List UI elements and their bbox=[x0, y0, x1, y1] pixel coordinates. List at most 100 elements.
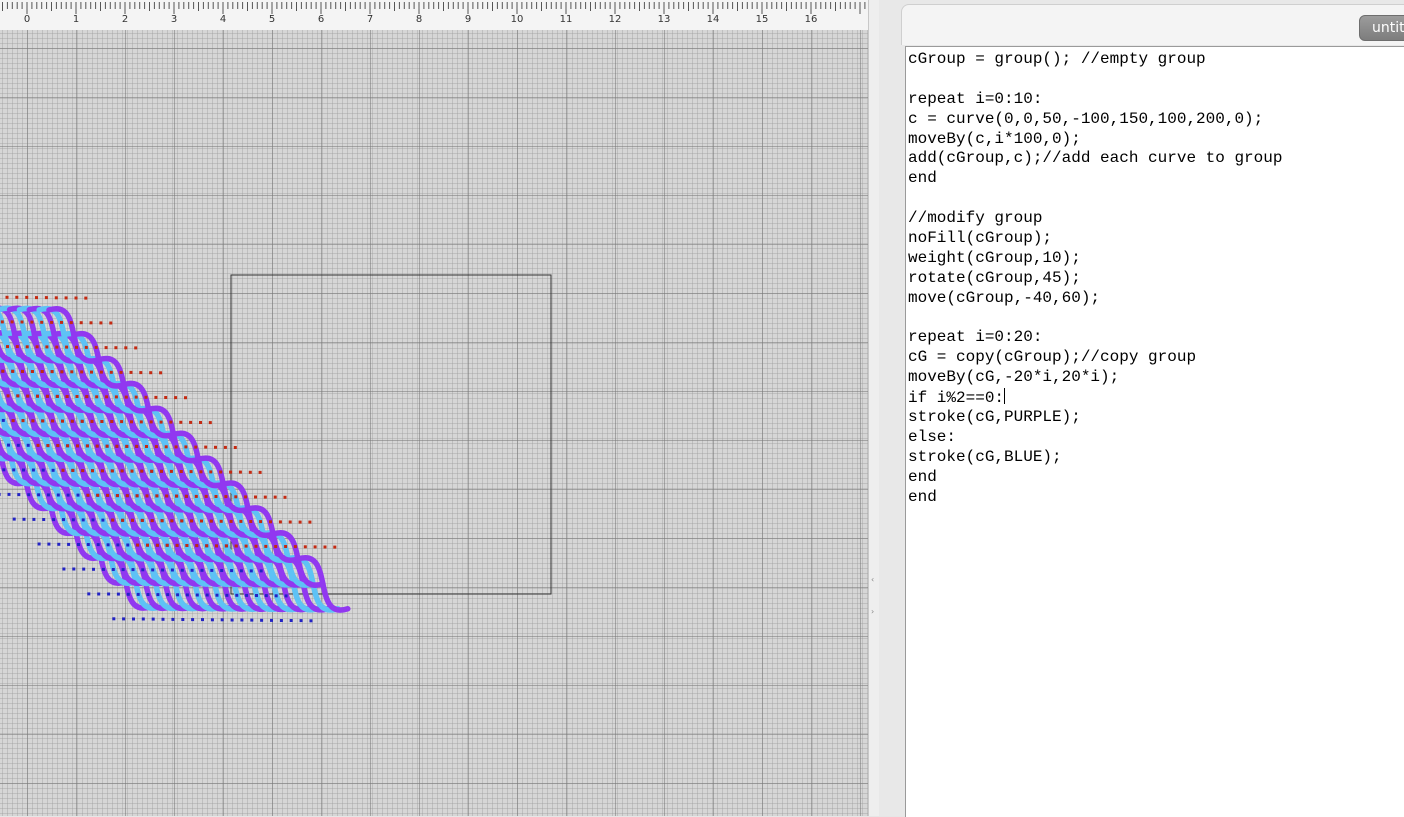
control-point[interactable] bbox=[36, 345, 39, 348]
control-point[interactable] bbox=[156, 593, 159, 596]
control-point[interactable] bbox=[304, 545, 307, 548]
control-point[interactable] bbox=[206, 594, 209, 597]
control-point[interactable] bbox=[65, 296, 68, 299]
code-line[interactable]: moveBy(cG,-20*i,20*i); bbox=[908, 368, 1404, 388]
control-point[interactable] bbox=[136, 544, 139, 547]
control-point[interactable] bbox=[62, 469, 65, 472]
control-point[interactable] bbox=[55, 346, 58, 349]
control-point[interactable] bbox=[209, 421, 212, 424]
control-point[interactable] bbox=[32, 469, 35, 472]
control-point[interactable] bbox=[71, 469, 74, 472]
control-point[interactable] bbox=[47, 543, 50, 546]
control-point[interactable] bbox=[150, 470, 153, 473]
control-point[interactable] bbox=[75, 346, 78, 349]
control-point[interactable] bbox=[161, 519, 164, 522]
control-point[interactable] bbox=[280, 619, 283, 622]
control-point[interactable] bbox=[116, 494, 119, 497]
control-point[interactable] bbox=[80, 321, 83, 324]
code-line[interactable]: end bbox=[908, 468, 1404, 488]
control-point[interactable] bbox=[56, 444, 59, 447]
code-line[interactable]: moveBy(c,i*100,0); bbox=[908, 130, 1404, 150]
control-point[interactable] bbox=[229, 471, 232, 474]
control-point[interactable] bbox=[180, 519, 183, 522]
control-point[interactable] bbox=[82, 518, 85, 521]
control-point[interactable] bbox=[279, 520, 282, 523]
control-point[interactable] bbox=[285, 594, 288, 597]
control-point[interactable] bbox=[120, 420, 123, 423]
code-line[interactable]: weight(cGroup,10); bbox=[908, 249, 1404, 269]
control-point[interactable] bbox=[50, 321, 53, 324]
control-point[interactable] bbox=[36, 395, 39, 398]
control-point[interactable] bbox=[260, 569, 263, 572]
control-point[interactable] bbox=[211, 618, 214, 621]
control-point[interactable] bbox=[2, 419, 5, 422]
control-point[interactable] bbox=[284, 545, 287, 548]
control-point[interactable] bbox=[130, 420, 133, 423]
control-point[interactable] bbox=[230, 520, 233, 523]
control-point[interactable] bbox=[181, 569, 184, 572]
control-point[interactable] bbox=[51, 370, 54, 373]
control-point[interactable] bbox=[56, 395, 59, 398]
control-point[interactable] bbox=[121, 469, 124, 472]
control-point[interactable] bbox=[170, 519, 173, 522]
control-point[interactable] bbox=[191, 569, 194, 572]
code-line[interactable]: end bbox=[908, 169, 1404, 189]
control-point[interactable] bbox=[57, 543, 60, 546]
control-point[interactable] bbox=[245, 545, 248, 548]
control-point[interactable] bbox=[184, 445, 187, 448]
code-line[interactable]: repeat i=0:10: bbox=[908, 90, 1404, 110]
drawing-canvas[interactable] bbox=[0, 30, 868, 816]
control-point[interactable] bbox=[147, 593, 150, 596]
control-point[interactable] bbox=[72, 518, 75, 521]
control-point[interactable] bbox=[87, 543, 90, 546]
control-point[interactable] bbox=[2, 468, 5, 471]
control-point[interactable] bbox=[169, 421, 172, 424]
control-point[interactable] bbox=[244, 495, 247, 498]
control-point[interactable] bbox=[131, 519, 134, 522]
control-point[interactable] bbox=[31, 370, 34, 373]
control-point[interactable] bbox=[186, 593, 189, 596]
control-point[interactable] bbox=[150, 420, 153, 423]
control-point[interactable] bbox=[176, 593, 179, 596]
control-point[interactable] bbox=[220, 569, 223, 572]
control-point[interactable] bbox=[67, 543, 70, 546]
control-point[interactable] bbox=[107, 593, 110, 596]
control-point[interactable] bbox=[264, 496, 267, 499]
control-point[interactable] bbox=[22, 469, 25, 472]
control-point[interactable] bbox=[137, 593, 140, 596]
control-point[interactable] bbox=[146, 494, 149, 497]
control-point[interactable] bbox=[215, 495, 218, 498]
control-point[interactable] bbox=[255, 594, 258, 597]
code-line[interactable]: rotate(cGroup,45); bbox=[908, 269, 1404, 289]
control-point[interactable] bbox=[239, 471, 242, 474]
control-point[interactable] bbox=[156, 544, 159, 547]
control-point[interactable] bbox=[116, 543, 119, 546]
control-point[interactable] bbox=[132, 568, 135, 571]
control-point[interactable] bbox=[205, 544, 208, 547]
control-point[interactable] bbox=[249, 471, 252, 474]
control-point[interactable] bbox=[105, 395, 108, 398]
control-point[interactable] bbox=[235, 545, 238, 548]
control-point[interactable] bbox=[125, 396, 128, 399]
control-point[interactable] bbox=[7, 444, 10, 447]
control-point[interactable] bbox=[136, 494, 139, 497]
code-line[interactable]: cG = copy(cGroup);//copy group bbox=[908, 348, 1404, 368]
control-point[interactable] bbox=[270, 619, 273, 622]
control-point[interactable] bbox=[60, 321, 63, 324]
control-point[interactable] bbox=[179, 421, 182, 424]
control-point[interactable] bbox=[66, 444, 69, 447]
control-point[interactable] bbox=[166, 544, 169, 547]
control-point[interactable] bbox=[91, 469, 94, 472]
control-point[interactable] bbox=[106, 445, 109, 448]
control-point[interactable] bbox=[110, 420, 113, 423]
control-point[interactable] bbox=[95, 395, 98, 398]
control-point[interactable] bbox=[112, 568, 115, 571]
control-point[interactable] bbox=[70, 321, 73, 324]
control-point[interactable] bbox=[210, 520, 213, 523]
control-point[interactable] bbox=[22, 419, 25, 422]
control-point[interactable] bbox=[45, 345, 48, 348]
control-point[interactable] bbox=[97, 593, 100, 596]
control-point[interactable] bbox=[165, 445, 168, 448]
code-line[interactable]: else: bbox=[908, 428, 1404, 448]
